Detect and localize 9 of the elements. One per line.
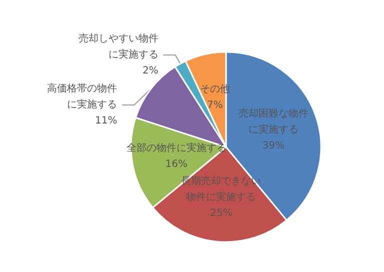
slice-label: 高価格帯の物件に実施する bbox=[47, 82, 118, 110]
slice-label: 売却困難な物件に実施する bbox=[238, 107, 309, 136]
data-label: 39% bbox=[262, 140, 285, 152]
data-label: 25% bbox=[210, 208, 232, 219]
data-label: 2% bbox=[142, 65, 158, 76]
data-label: 16% bbox=[165, 158, 188, 170]
data-label: 7% bbox=[207, 100, 223, 112]
data-label: 11% bbox=[94, 115, 118, 126]
slice-label: 売却しやすい物件に実施する bbox=[78, 32, 158, 60]
